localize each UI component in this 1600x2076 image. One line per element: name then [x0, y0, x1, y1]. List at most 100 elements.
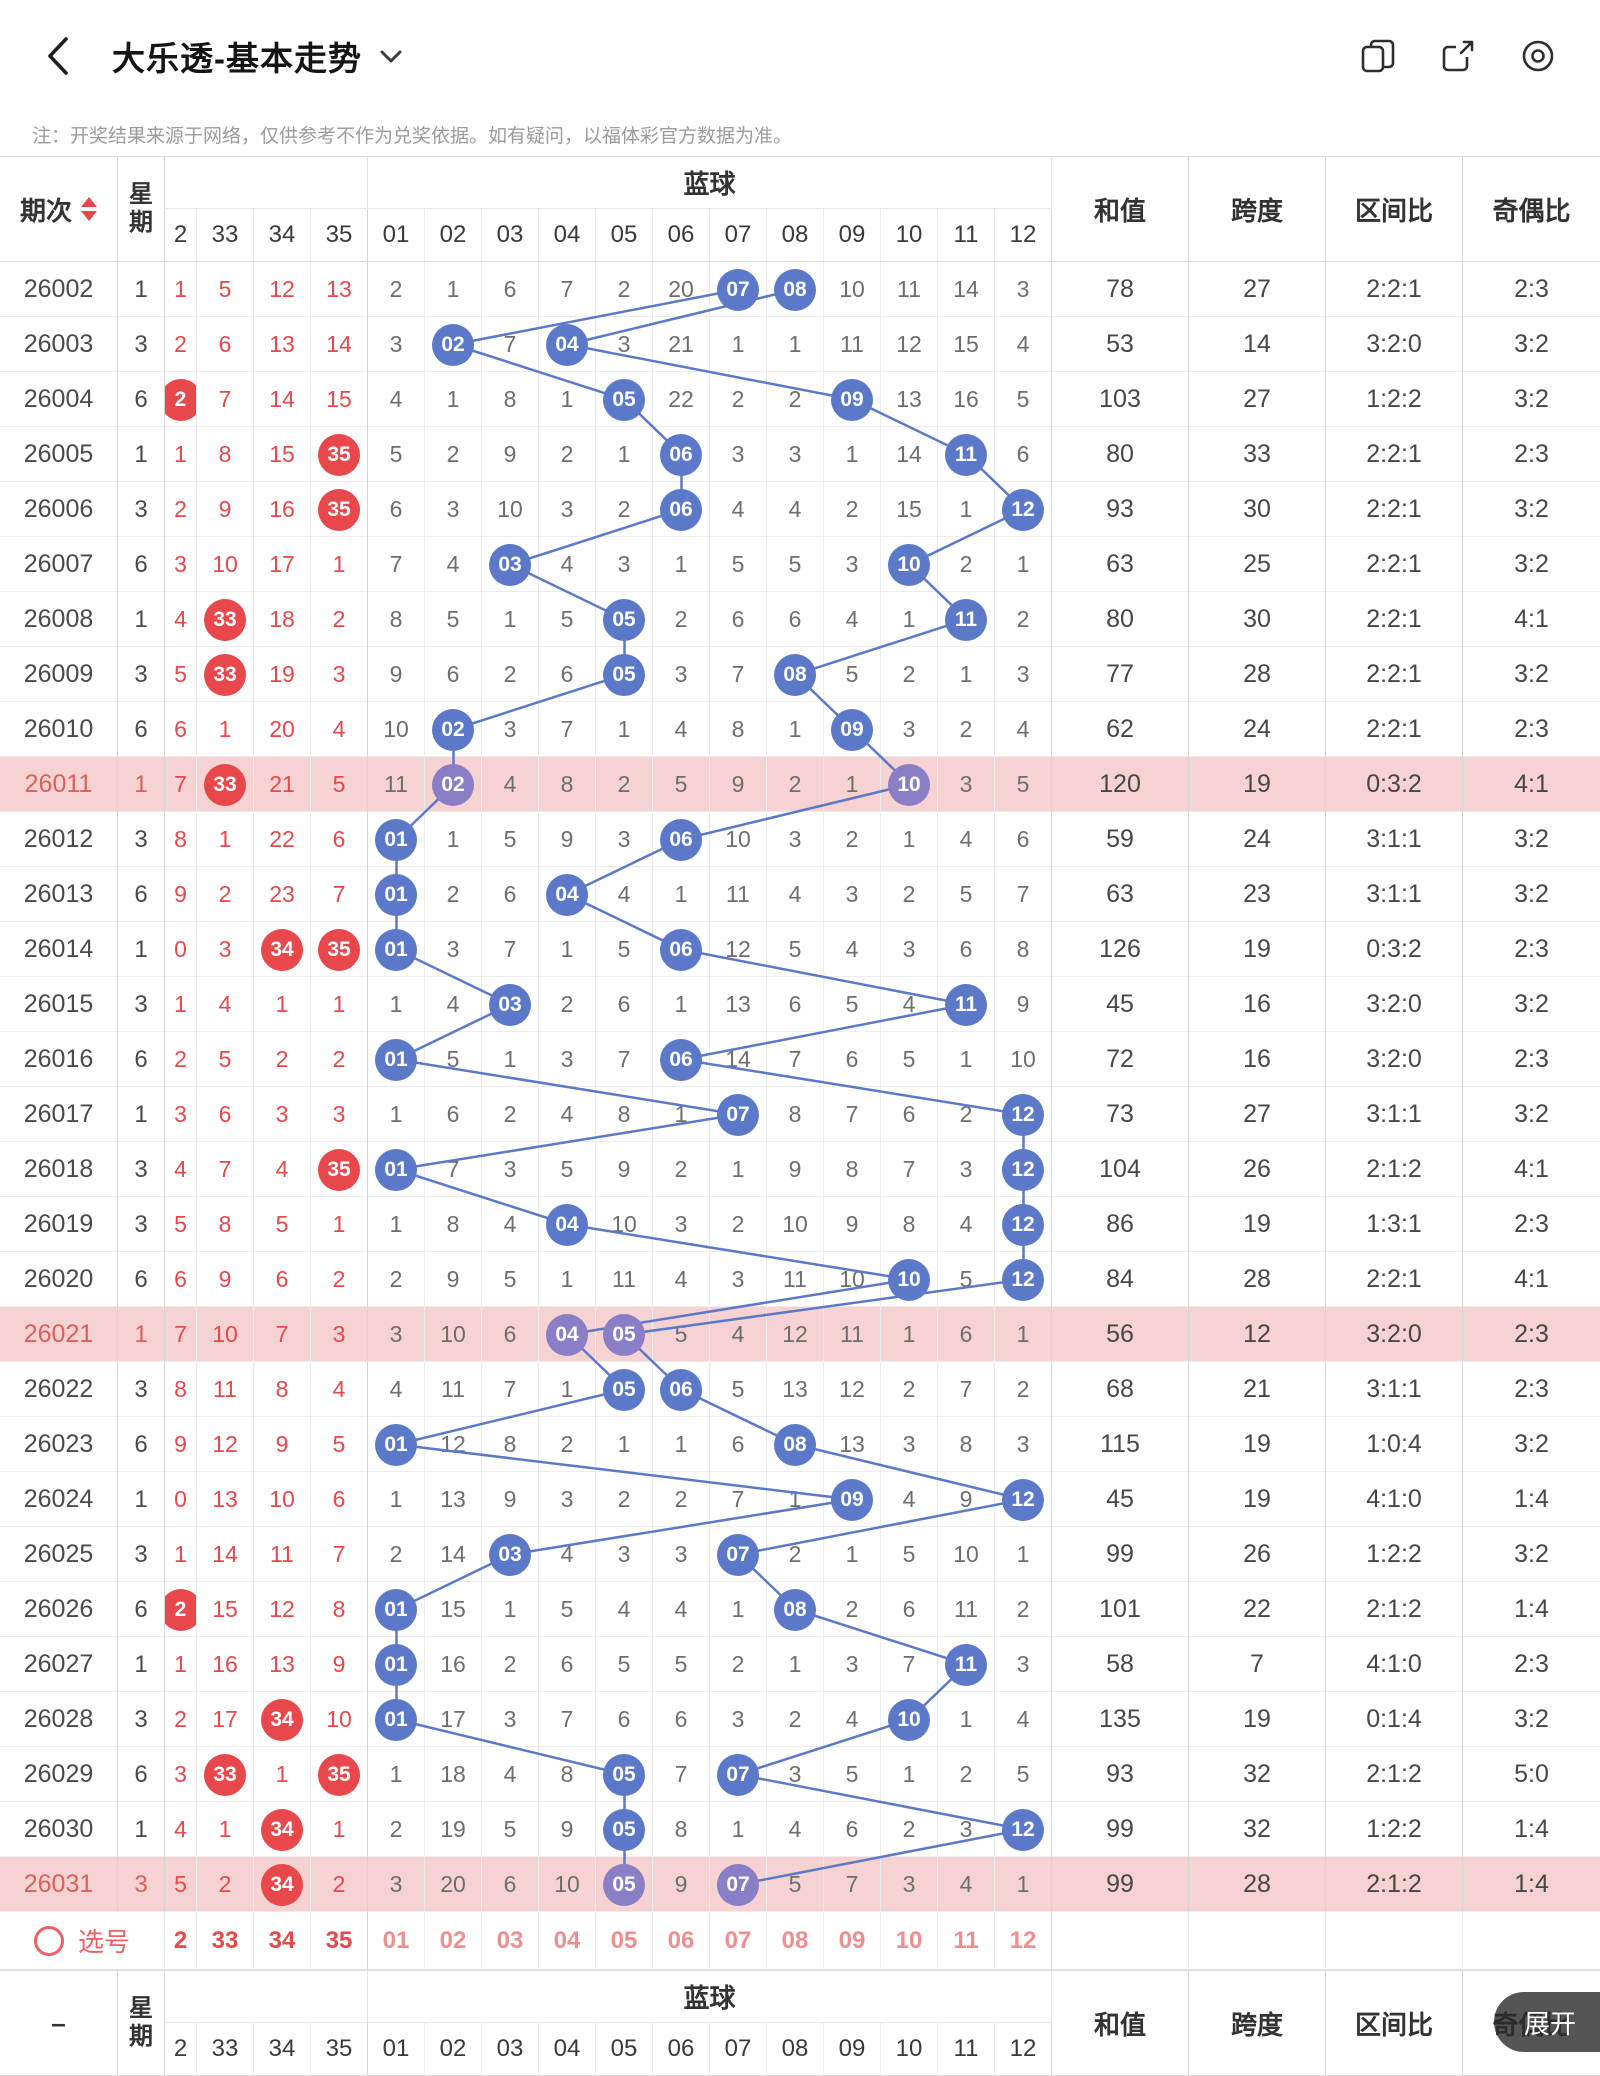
period-cell: 26026 — [0, 1582, 118, 1637]
weekday-cell: 6 — [118, 1417, 165, 1472]
red-cell: 14 — [254, 372, 311, 427]
blue-cell: 5 — [710, 1362, 767, 1417]
blue-cell: 08 — [767, 262, 824, 317]
blue-miss-value: 2 — [617, 496, 631, 522]
blue-miss-value: 4 — [560, 551, 574, 577]
blue-cell: 10 — [881, 1252, 938, 1307]
pick-number-row[interactable]: 选号 2 33 34 35 01 02 03 04 05 06 07 08 09 10 11 12 — [0, 1912, 1600, 1970]
blue-cell: 06 — [653, 812, 710, 867]
blue-ball: 06 — [660, 1368, 702, 1411]
blue-cell: 2 — [824, 812, 881, 867]
expand-button[interactable]: 展开 — [1493, 1992, 1600, 2052]
zone-ratio-cell: 2:1:2 — [1326, 1857, 1463, 1912]
back-icon[interactable] — [42, 33, 72, 79]
odd-even-cell: 2:3 — [1514, 440, 1549, 468]
red-miss-value: 3 — [174, 1101, 187, 1127]
blue-ball: 08 — [774, 268, 816, 311]
zone-ratio-cell: 1:0:4 — [1326, 1417, 1463, 1472]
red-miss-value: 8 — [174, 826, 187, 852]
blue-miss-value: 10 — [782, 1211, 808, 1237]
period-header[interactable]: 期次 — [0, 157, 118, 261]
sort-icon[interactable] — [81, 197, 97, 221]
blue-miss-value: 2 — [1016, 606, 1030, 632]
blue-cell: 1 — [995, 1307, 1052, 1362]
blue-cell: 9 — [596, 1142, 653, 1197]
blue-cell: 07 — [710, 262, 767, 317]
red-cell: 7 — [165, 757, 197, 812]
period-cell: 26022 — [0, 1362, 118, 1417]
blue-miss-value: 5 — [617, 1651, 631, 1677]
blue-cell: 6 — [425, 647, 482, 702]
red-cell: 8 — [254, 1362, 311, 1417]
red-miss-value: 4 — [218, 991, 232, 1017]
red-cell: 1 — [311, 977, 368, 1032]
blue-cell: 6 — [710, 1417, 767, 1472]
red-cell: 2 — [165, 1692, 197, 1747]
red-miss-value: 8 — [218, 441, 232, 467]
blue-miss-value: 13 — [725, 991, 751, 1017]
pick-button[interactable]: 选号 — [0, 1912, 165, 1969]
odd-even-cell: 2:3 — [1514, 1045, 1549, 1073]
blue-ball: 01 — [375, 1588, 417, 1631]
blue-cell: 5 — [995, 372, 1052, 427]
column-label: 10 — [881, 1912, 938, 1970]
blue-ball: 05 — [603, 1808, 645, 1851]
blue-miss-value: 11 — [954, 1596, 978, 1622]
red-miss-value: 13 — [269, 331, 295, 357]
blue-cell: 2 — [596, 1472, 653, 1527]
table-row: 26005 1 1 8 15 35 5 2 9 2 1 06 3 3 1 14 11 6 80 33 2:2:1 2:3 — [0, 427, 1600, 482]
red-miss-value: 23 — [269, 881, 295, 907]
blue-miss-value: 1 — [674, 991, 688, 1017]
blue-miss-value: 2 — [617, 771, 631, 797]
red-miss-value: 6 — [218, 1101, 232, 1127]
blue-miss-value: 3 — [674, 1211, 688, 1237]
blue-miss-value: 3 — [389, 1871, 403, 1897]
blue-cell: 6 — [482, 1857, 539, 1912]
red-cell: 1 — [197, 1802, 254, 1857]
blue-miss-value: 11 — [840, 331, 864, 357]
blue-miss-value: 1 — [560, 936, 574, 962]
blue-cell: 9 — [425, 1252, 482, 1307]
weekday-value: 1 — [134, 1320, 148, 1348]
red-cell: 11 — [197, 1362, 254, 1417]
chevron-down-icon[interactable] — [378, 46, 404, 66]
sum-cell: 99 — [1052, 1857, 1189, 1912]
blue-miss-value: 2 — [902, 1816, 916, 1842]
red-miss-value: 4 — [174, 1156, 187, 1182]
blue-cell: 8 — [710, 702, 767, 757]
blue-cell: 8 — [938, 1417, 995, 1472]
weekday-cell: 1 — [118, 592, 165, 647]
share-icon[interactable] — [1438, 36, 1478, 76]
span-cell: 28 — [1189, 647, 1326, 702]
blue-cell: 6 — [368, 482, 425, 537]
record-icon[interactable] — [1518, 36, 1558, 76]
red-cell: 21 — [254, 757, 311, 812]
red-miss-value: 9 — [218, 1266, 232, 1292]
blue-miss-value: 3 — [617, 331, 631, 357]
blue-miss-value: 10 — [725, 826, 751, 852]
weekday-cell: 6 — [118, 1747, 165, 1802]
blue-miss-value: 3 — [902, 716, 916, 742]
red-cell: 33 — [197, 647, 254, 702]
blue-cell: 3 — [995, 1417, 1052, 1472]
disclaimer-note: 注：开奖结果来源于网络，仅供参考不作为兑奖依据。如有疑问，以福体彩官方数据为准。 — [0, 112, 1600, 156]
blue-cell: 7 — [596, 1032, 653, 1087]
blue-miss-value: 5 — [845, 991, 859, 1017]
blue-cell: 17 — [425, 1692, 482, 1747]
blue-cell: 1 — [653, 977, 710, 1032]
span-cell: 32 — [1189, 1747, 1326, 1802]
blue-cell: 20 — [425, 1857, 482, 1912]
sum-cell: 68 — [1052, 1362, 1189, 1417]
red-miss-value: 4 — [174, 1816, 187, 1842]
switch-chart-icon[interactable] — [1358, 36, 1398, 76]
odd-even-cell: 3:2 — [1514, 825, 1549, 853]
blue-cell: 12 — [881, 317, 938, 372]
weekday-value: 3 — [134, 1155, 148, 1183]
blue-ball: 04 — [546, 1313, 588, 1356]
period-cell: 26009 — [0, 647, 118, 702]
blue-ball: 10 — [888, 1698, 930, 1741]
blue-miss-value: 4 — [959, 1871, 973, 1897]
red-miss-value: 19 — [269, 661, 295, 687]
blue-miss-value: 2 — [788, 386, 802, 412]
blue-cell: 7 — [368, 537, 425, 592]
